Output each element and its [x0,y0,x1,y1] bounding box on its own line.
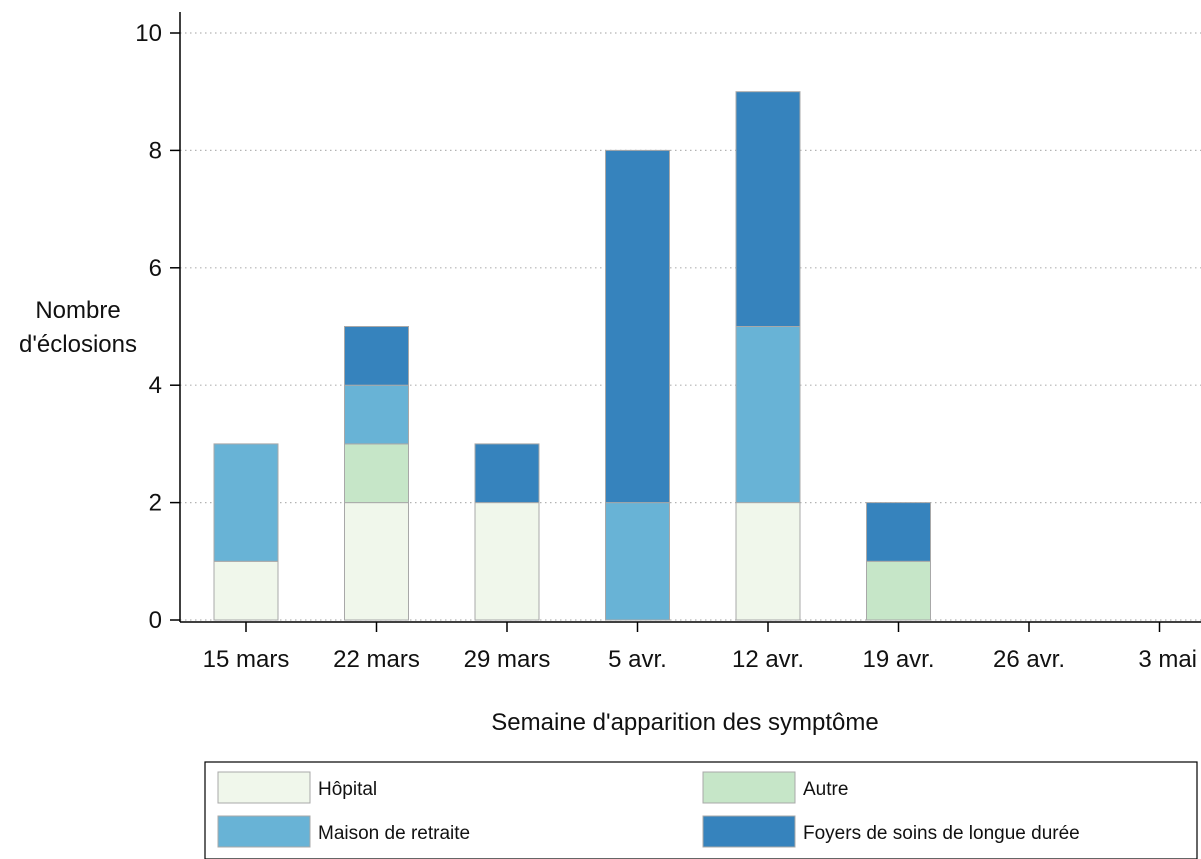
bar-segment [735,326,801,504]
legend: Hôpital Autre Maison de retraite Foyers de … [204,761,1198,859]
bar-segment [735,502,801,621]
bar-segment [866,560,931,621]
legend-swatch [217,771,311,804]
bar-segment [344,384,409,445]
x-tick-label: 15 mars [203,646,290,673]
y-tick-label: 2 [149,490,162,517]
bar-segment [474,443,540,504]
x-axis-title: Semaine d'apparition des symptôme [491,709,878,736]
x-tick-label: 19 avr. [862,646,934,673]
y-axis-title-line-2: d'éclosions [19,331,137,358]
legend-swatch [702,771,796,804]
y-tick-label: 10 [135,20,162,47]
y-axis-title-line-1: Nombre [35,297,120,324]
bar-segment [735,91,801,327]
bar-segment [605,149,670,504]
y-axis-ticks: 0 2 4 6 8 10 [135,20,180,634]
legend-label: Foyers de soins de longue durée [803,823,1080,844]
bar-segment [344,326,409,386]
gridlines [180,32,1201,621]
x-tick-label: 5 avr. [608,646,667,673]
y-tick-label: 0 [149,607,162,634]
bar-segment [474,502,540,621]
y-tick-label: 4 [149,372,162,399]
legend-label: Maison de retraite [318,823,470,844]
x-tick-label: 3 mai [1138,646,1197,673]
bars [213,91,931,621]
bar-segment [605,502,670,621]
legend-frame [204,761,1198,859]
x-tick-label: 22 mars [333,646,420,673]
x-tick-label: 26 avr. [993,646,1065,673]
legend-swatch [702,815,796,848]
legend-swatch [217,815,311,848]
bar-segment [866,502,931,562]
x-tick-label: 12 avr. [732,646,804,673]
y-tick-label: 6 [149,255,162,282]
bar-segment [213,443,279,562]
axes [179,12,1201,623]
y-tick-label: 8 [149,137,162,164]
bar-segment [344,502,409,621]
bar-segment [213,560,279,621]
legend-label: Autre [803,779,848,800]
x-axis-ticks: 15 mars 22 mars 29 mars 5 avr. 12 avr. 19 avr… [203,622,1197,673]
x-tick-label: 29 mars [464,646,551,673]
legend-label: Hôpital [318,779,377,800]
bar-segment [344,443,409,504]
